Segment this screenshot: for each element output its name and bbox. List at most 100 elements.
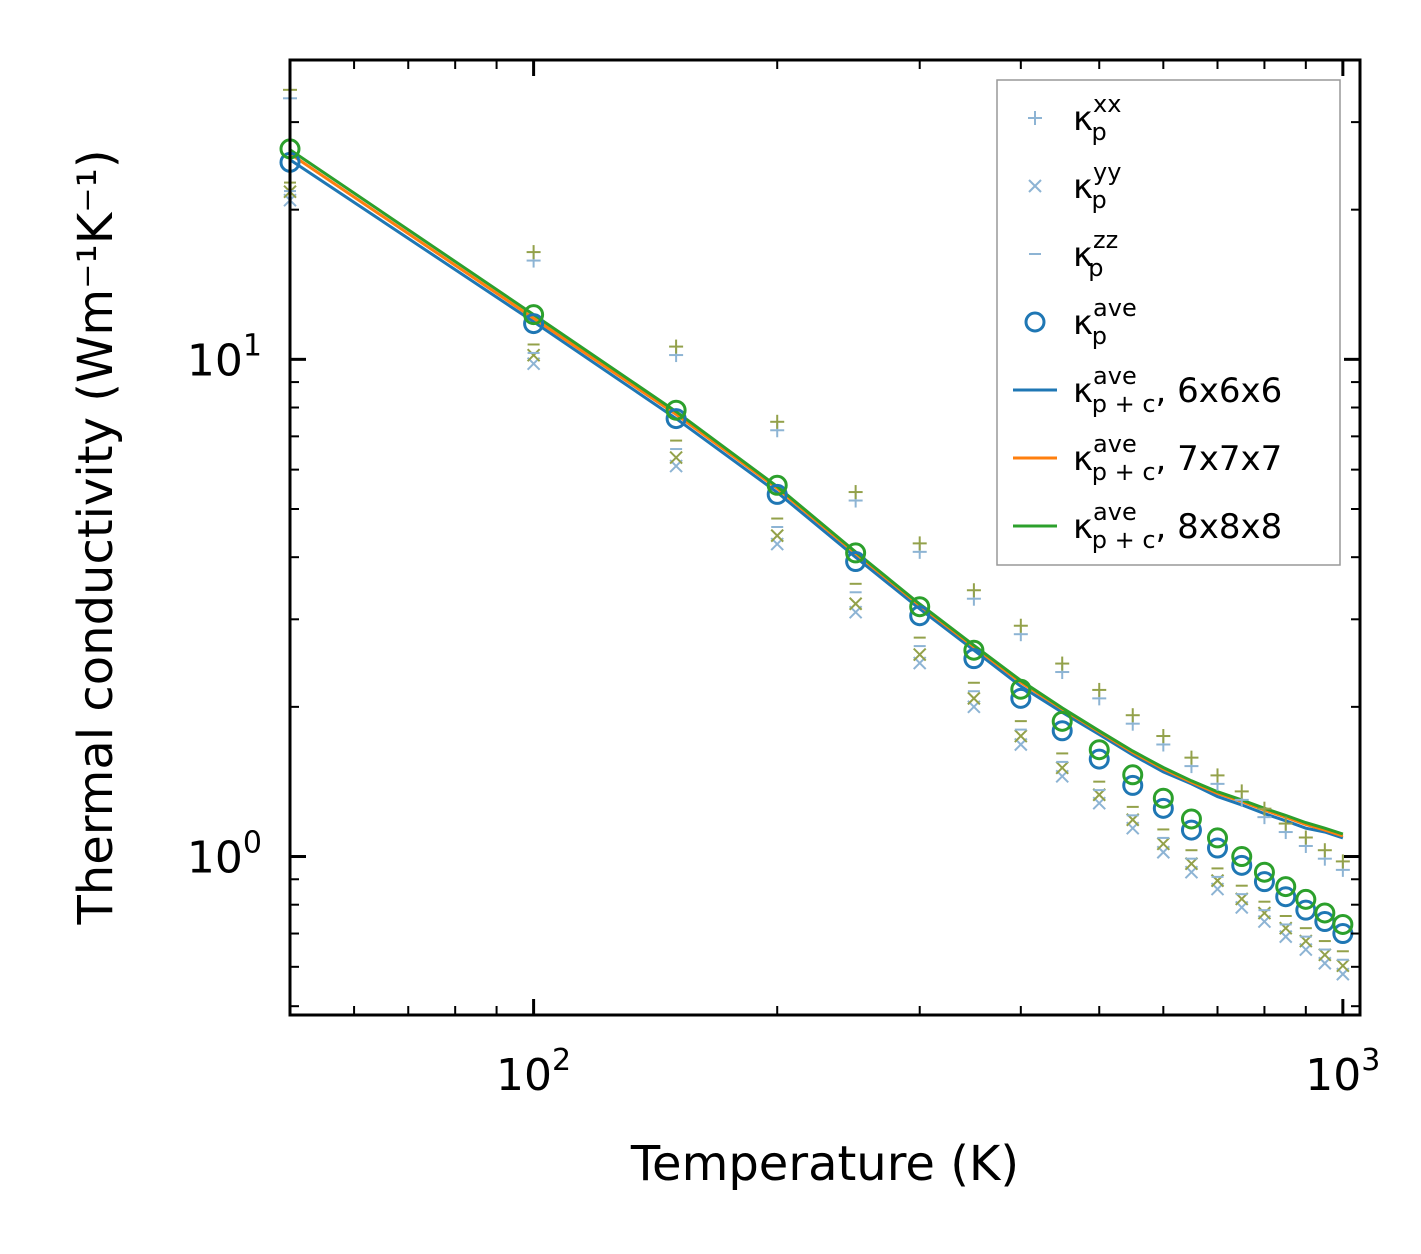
point-plus-olive-450 [1055,656,1070,671]
series-x-1 [283,184,1350,981]
legend-suffix: , 6x6x6 [1156,371,1283,411]
point-plus-olive-750 [1234,784,1249,799]
point-circle-100 [523,304,545,326]
point-x-olive-600 [1156,837,1171,851]
point-x-olive-200 [770,528,784,543]
legend-sup: yy [1093,158,1121,186]
series-line-8x8x8 [289,148,1344,836]
legend-sup: zz [1093,226,1118,254]
y-tick-exp: 0 [243,826,262,861]
legend-entry-1-label: κyy p [1073,158,1121,214]
point-x-olive-100 [526,348,541,362]
point-plus-olive-250 [848,485,863,500]
series-circle-3 [279,151,1354,945]
point-plus-olive-400 [1013,618,1028,633]
point-circle-550 [1122,764,1144,786]
legend-sub: p + c [1092,390,1156,418]
point-circle-700 [1206,827,1228,849]
series-circle-4 [279,138,1354,935]
point-circle-400 [1010,678,1032,700]
point-circle-450 [1051,710,1073,732]
legend-entry-3-label: κave p [1073,294,1137,350]
point-circle-750 [1231,846,1253,868]
y-tick-exp: 1 [243,328,262,363]
legend-entry-4: κave p + c, 6x6x6 [1013,362,1282,418]
legend-kappa: κ [1073,439,1093,479]
legend-sub: p + c [1092,458,1156,486]
legend-kappa: κ [1073,99,1093,139]
point-circle-100 [523,313,545,335]
legend-kappa: κ [1073,303,1093,343]
point-circle-650 [1180,808,1202,830]
point-circle-1000 [1332,913,1354,935]
legend-sub: p [1091,118,1106,146]
point-plus-olive-900 [1298,830,1313,845]
legend-entry-1-marker-b [1028,179,1042,193]
point-circle-200 [766,483,788,505]
point-plus-olive-800 [1257,801,1272,816]
point-circle-850 [1275,886,1297,908]
legend-entry-6: κave p + c, 8x8x8 [1013,498,1282,554]
point-circle-350 [963,639,985,661]
point-plus-olive-600 [1156,729,1171,744]
point-x-olive-300 [913,647,927,662]
legend-sup: ave [1093,362,1137,390]
point-plus-olive-300 [912,536,927,551]
legend-sub: p [1091,186,1106,214]
point-circle-600 [1152,797,1174,819]
series-dash-2 [284,181,1349,961]
legend-kappa: κ [1073,235,1093,275]
point-x-olive-100-b [526,348,541,362]
x-axis-label: Temperature (K) [630,1136,1019,1192]
x-tick-label-1000: 103 [1305,1043,1380,1101]
x-tick-exp: 2 [552,1043,571,1078]
point-x-olive-250 [848,597,863,611]
point-x-olive-450-b [1055,761,1069,775]
point-circle-500 [1088,748,1110,770]
point-plus-olive-150 [669,339,684,354]
legend-entry-2-label: κzz p [1073,226,1118,282]
y-tick-label-10: 101 [187,328,262,386]
legend-sub: p + c [1092,526,1156,554]
legend-entry-4-label: κave p + c, 6x6x6 [1073,362,1282,418]
point-x-olive-400-b [1014,729,1028,743]
legend-entry-1: κyy p [1028,158,1121,214]
point-x-olive-450 [1055,761,1069,775]
point-circle-700 [1206,837,1228,859]
series-plus-0 [283,82,1350,877]
point-circle-450 [1051,720,1073,742]
x-tick-base: 10 [496,1050,552,1101]
point-circle-150 [665,399,687,421]
series-line-6x6x6 [289,158,1344,840]
point-plus-olive-550 [1125,708,1140,723]
x-tick-exp: 3 [1361,1043,1380,1078]
point-x-olive-300-b [913,647,927,662]
legend-entry-5-label: κave p + c, 7x7x7 [1073,430,1282,486]
point-circle-550 [1122,774,1144,796]
point-x-olive-800-b [1257,906,1272,920]
point-circle-800 [1253,861,1275,883]
point-circle-950 [1314,902,1336,924]
legend-entry-0-label: κxx p [1073,90,1121,146]
legend-sub: p [1092,322,1107,350]
legend-suffix: , 7x7x7 [1156,439,1283,479]
legend-entry-0: κxx p [1028,90,1121,146]
point-plus-olive-1000 [1335,854,1350,869]
point-x-olive-250-b [848,597,863,611]
point-x-olive-1000 [1336,958,1350,973]
point-x-olive-150-b [669,450,683,465]
point-x-olive-950 [1318,948,1332,962]
point-plus-olive-100 [526,245,541,260]
y-tick-label-1: 100 [187,826,262,884]
y-tick-base: 10 [187,335,243,386]
legend-kappa: κ [1073,507,1093,547]
point-circle-650 [1180,819,1202,841]
legend-sup: ave [1093,498,1137,526]
point-plus-olive-350 [966,583,981,598]
point-circle-200 [766,474,788,496]
point-circle-500 [1088,739,1110,761]
point-circle-300 [909,605,931,627]
point-x-olive-650-b [1184,857,1199,871]
